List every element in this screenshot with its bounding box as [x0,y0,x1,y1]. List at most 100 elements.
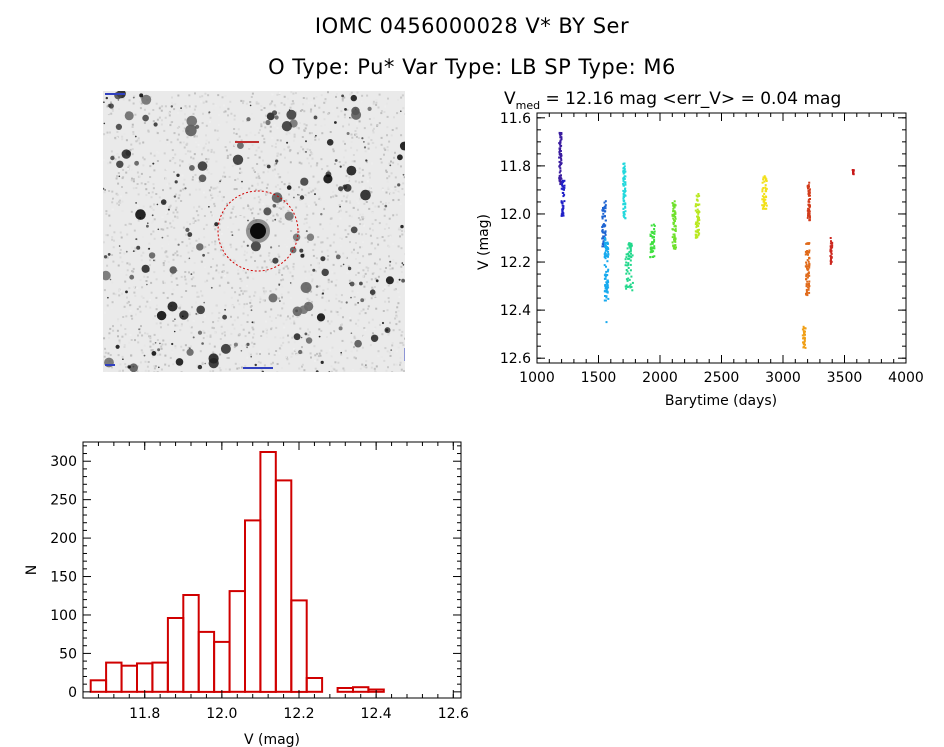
data-point [605,321,608,324]
sky-noise [116,136,118,139]
sky-noise [300,145,303,148]
sky-noise [110,112,113,115]
sky-noise [343,156,345,159]
data-point [806,268,809,271]
sky-noise [213,202,216,205]
data-point [604,287,607,290]
sky-noise [343,113,346,116]
sky-noise [269,216,272,219]
sky-noise [128,262,131,265]
sky-noise [397,245,400,248]
sky-noise [318,198,321,200]
sky-noise [126,262,129,265]
sky-noise [112,260,115,263]
sky-noise [205,158,208,160]
sky-noise [120,195,123,198]
sky-noise [373,262,376,265]
sky-noise [395,213,398,216]
sky-noise [292,315,294,318]
sky-noise [341,200,343,202]
sky-noise [155,214,158,217]
sky-noise [119,256,122,259]
sky-noise [211,214,214,217]
sky-noise [219,353,222,356]
sky-noise [355,242,357,244]
sky-noise [310,300,313,303]
data-point [808,185,810,188]
sky-noise [361,223,364,226]
sky-noise [379,268,382,271]
sky-noise [340,265,343,268]
sky-noise [184,271,187,273]
sky-noise [346,271,349,274]
field-star [141,94,152,105]
data-point [562,195,565,198]
data-point [650,230,653,233]
data-point [604,210,606,213]
sky-noise [133,229,136,232]
sky-noise [318,352,321,355]
histogram-bar [244,519,262,693]
sky-noise [113,231,116,234]
sky-noise [242,100,245,103]
sky-noise [212,258,214,260]
sky-noise [336,106,339,109]
data-point [559,150,562,152]
sky-noise [242,306,245,309]
sky-noise [348,279,351,282]
sky-noise [201,95,204,98]
data-point [559,155,562,157]
sky-noise [141,334,144,337]
data-point [605,274,608,277]
data-point [622,163,625,165]
sky-noise [117,264,120,267]
sky-noise [117,335,119,338]
sky-noise [276,93,279,96]
data-point [804,346,807,349]
field-star [188,257,191,260]
sky-noise [248,180,251,183]
sky-noise [138,305,141,308]
sky-noise [135,140,138,143]
sky-noise [223,291,226,294]
sky-noise [381,333,384,336]
sky-noise [111,301,114,304]
sky-noise [234,362,237,365]
sky-noise [325,336,328,339]
sky-noise [303,150,306,153]
sky-noise [319,246,322,249]
data-point [604,249,607,252]
sky-noise [245,259,248,262]
sky-noise [188,163,191,166]
sky-noise [114,293,117,296]
data-point [622,197,625,200]
sky-noise [238,363,241,366]
x-axis-label: Barytime (days) [665,393,777,409]
field-star [339,165,342,168]
sky-noise [249,131,252,134]
sky-noise [220,329,222,332]
sky-noise [303,110,306,113]
sky-noise [278,347,281,350]
sky-noise [380,136,383,139]
data-point [809,216,811,219]
field-star [381,321,385,325]
sky-noise [293,322,296,325]
data-point [559,136,562,139]
sky-noise [306,148,309,151]
sky-noise [185,106,188,109]
sky-noise [400,165,402,168]
field-star [385,276,394,285]
sky-noise [371,287,374,290]
sky-noise [342,125,345,128]
sky-noise [310,312,313,315]
sky-noise [145,280,148,282]
sky-noise [385,223,388,226]
sky-noise [227,114,229,117]
data-point [762,187,765,189]
sky-noise [280,102,283,104]
sky-noise [403,193,405,196]
sky-noise [184,153,187,155]
sky-noise [197,214,200,217]
sky-noise [334,361,337,364]
